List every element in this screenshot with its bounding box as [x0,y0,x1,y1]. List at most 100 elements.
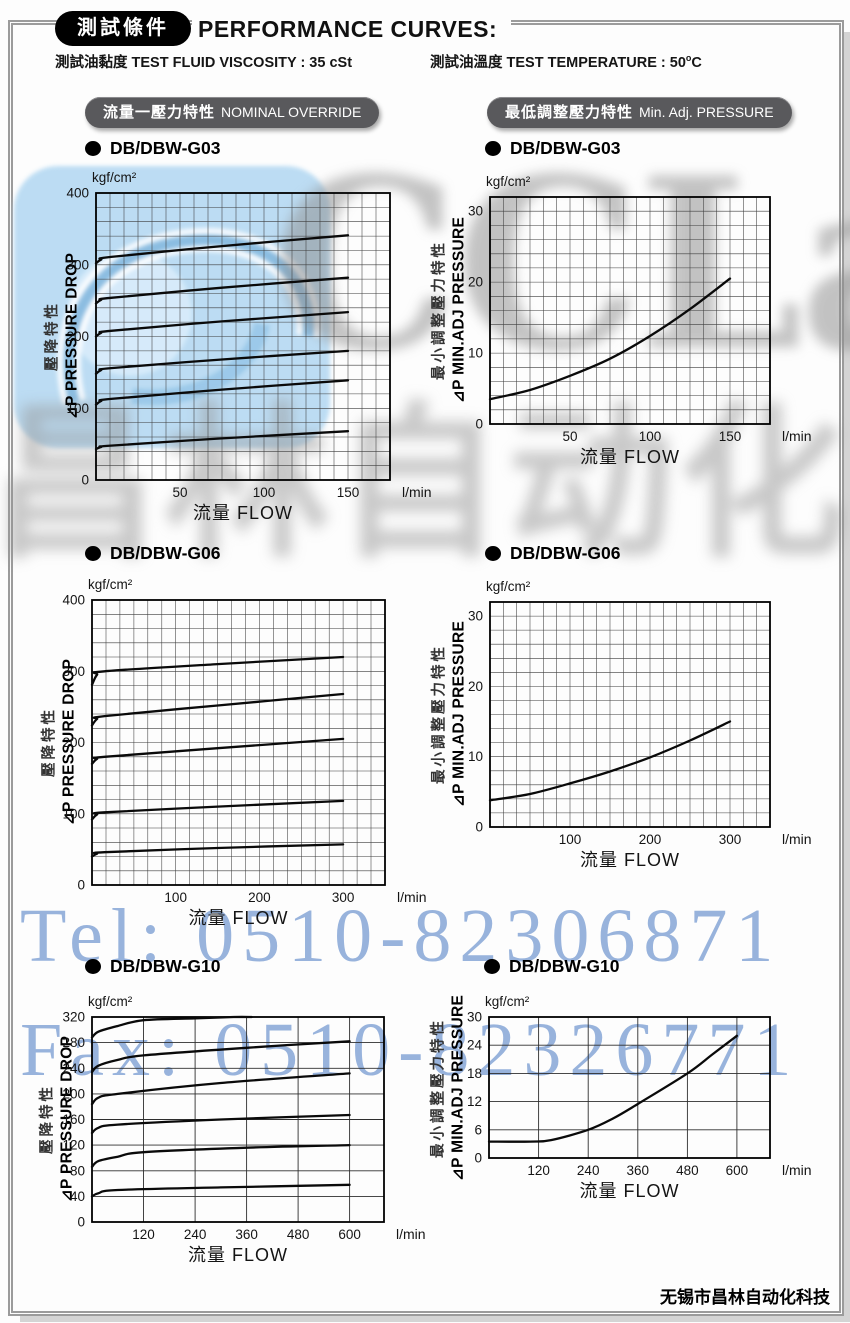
model-name: DB/DBW-G10 [509,956,620,976]
svg-text:0: 0 [81,473,89,488]
svg-text:l/min: l/min [397,889,427,905]
y-axis-label-cn: 最小調整壓力特性 [431,240,448,381]
svg-text:30: 30 [467,1010,482,1025]
svg-text:0: 0 [474,1151,482,1166]
svg-text:l/min: l/min [402,484,432,500]
test-temperature-unit: C [691,55,702,71]
model-name: DB/DBW-G03 [110,138,221,158]
svg-text:流量 FLOW: 流量 FLOW [188,1245,288,1265]
bullet-icon [484,959,500,974]
svg-text:150: 150 [337,485,360,500]
chart-model-label: DB/DBW-G06 [485,543,621,564]
svg-text:20: 20 [468,679,483,694]
svg-text:10: 10 [468,749,483,764]
bullet-icon [85,546,101,561]
svg-text:320: 320 [62,1010,85,1025]
svg-text:80: 80 [70,1163,85,1178]
section-header-en: NOMINAL OVERRIDE [221,104,362,120]
svg-text:300: 300 [62,664,85,679]
chart-canvas-g06-override: kgf/cm² 0 100 200 300 400 100 200 300 l/min 流量 FLO… [62,577,427,928]
svg-text:0: 0 [77,1215,85,1230]
svg-text:100: 100 [559,832,582,847]
svg-text:400: 400 [62,593,85,608]
svg-text:150: 150 [719,429,742,444]
model-name: DB/DBW-G06 [510,543,621,563]
page-title: PERFORMANCE CURVES: [192,11,512,46]
svg-text:200: 200 [248,890,271,905]
chart-canvas-g10-minadj: kgf/cm² 0 6 12 18 24 30 120 240 360 480 600 l/min 流量 … [467,994,812,1201]
chart-model-label: DB/DBW-G03 [85,138,221,159]
svg-text:120: 120 [62,1138,85,1153]
svg-text:400: 400 [66,186,89,201]
svg-text:kgf/cm²: kgf/cm² [88,577,133,592]
svg-text:240: 240 [577,1163,600,1178]
bullet-icon [485,141,501,156]
svg-text:50: 50 [172,485,187,500]
svg-text:120: 120 [527,1163,550,1178]
test-temperature-text: 測試油溫度 TEST TEMPERATURE : 50 [430,55,686,71]
svg-text:kgf/cm²: kgf/cm² [486,579,531,594]
chart-model-label: DB/DBW-G10 [484,956,620,977]
chart-canvas-g10-override: kgf/cm² 0 40 80 120 160 200 240 280 320 120 240 360 4… [62,994,426,1265]
model-name: DB/DBW-G06 [110,543,221,563]
svg-text:kgf/cm²: kgf/cm² [92,170,137,185]
svg-text:40: 40 [70,1189,85,1204]
svg-text:kgf/cm²: kgf/cm² [486,174,531,189]
chart-model-label: DB/DBW-G10 [85,956,221,977]
model-name: DB/DBW-G10 [110,956,221,976]
section-header-cn: 流量一壓力特性 [103,104,216,121]
svg-text:300: 300 [719,832,742,847]
svg-text:l/min: l/min [782,1162,812,1178]
section-header-en: Min. Adj. PRESSURE [639,104,774,120]
svg-text:200: 200 [66,329,89,344]
y-axis-label-cn: 最小調整壓力特性 [431,644,448,785]
svg-text:240: 240 [62,1061,85,1076]
svg-text:6: 6 [474,1122,482,1137]
svg-text:100: 100 [164,890,187,905]
svg-text:24: 24 [467,1038,483,1053]
section-header-min-adj-pressure: 最低調整壓力特性 Min. Adj. PRESSURE [487,97,792,128]
model-name: DB/DBW-G03 [510,138,621,158]
svg-text:l/min: l/min [782,428,812,444]
svg-text:300: 300 [66,257,89,272]
svg-text:480: 480 [287,1227,310,1242]
svg-text:200: 200 [639,832,662,847]
svg-text:360: 360 [627,1163,650,1178]
svg-text:30: 30 [468,609,483,624]
test-fluid-viscosity: 測試油黏度 TEST FLUID VISCOSITY : 35 cSt [55,55,353,71]
svg-text:200: 200 [62,1086,85,1101]
svg-text:18: 18 [467,1066,482,1081]
svg-text:20: 20 [468,275,483,290]
svg-text:600: 600 [338,1227,361,1242]
svg-text:流量 FLOW: 流量 FLOW [580,447,680,467]
svg-text:流量 FLOW: 流量 FLOW [193,503,293,523]
svg-text:100: 100 [66,401,89,416]
svg-text:240: 240 [184,1227,207,1242]
chart-canvas-g03-minadj: kgf/cm² 0 10 20 30 50 100 150 l/min 流量 FLOW [468,174,812,467]
bullet-icon [485,546,501,561]
svg-text:0: 0 [475,417,483,432]
y-axis-label-cn: 最小調整壓力特性 [430,1018,447,1159]
svg-text:l/min: l/min [782,831,812,847]
svg-text:100: 100 [62,806,85,821]
svg-text:12: 12 [467,1094,482,1109]
svg-text:流量 FLOW: 流量 FLOW [580,1181,680,1201]
svg-text:100: 100 [253,485,276,500]
svg-text:100: 100 [639,429,662,444]
test-temperature: 測試油溫度 TEST TEMPERATURE : 50oC [430,51,702,72]
svg-text:480: 480 [676,1163,699,1178]
svg-text:200: 200 [62,735,85,750]
svg-text:50: 50 [562,429,577,444]
svg-text:kgf/cm²: kgf/cm² [88,994,133,1009]
test-conditions-badge: 測試條件 [55,11,191,46]
svg-text:10: 10 [468,346,483,361]
svg-text:360: 360 [235,1227,258,1242]
svg-text:0: 0 [77,878,85,893]
svg-text:280: 280 [62,1035,85,1050]
svg-text:l/min: l/min [396,1226,426,1242]
svg-text:120: 120 [132,1227,155,1242]
degree-superscript: o [685,53,692,64]
chart-model-label: DB/DBW-G06 [85,543,221,564]
svg-text:160: 160 [62,1112,85,1127]
